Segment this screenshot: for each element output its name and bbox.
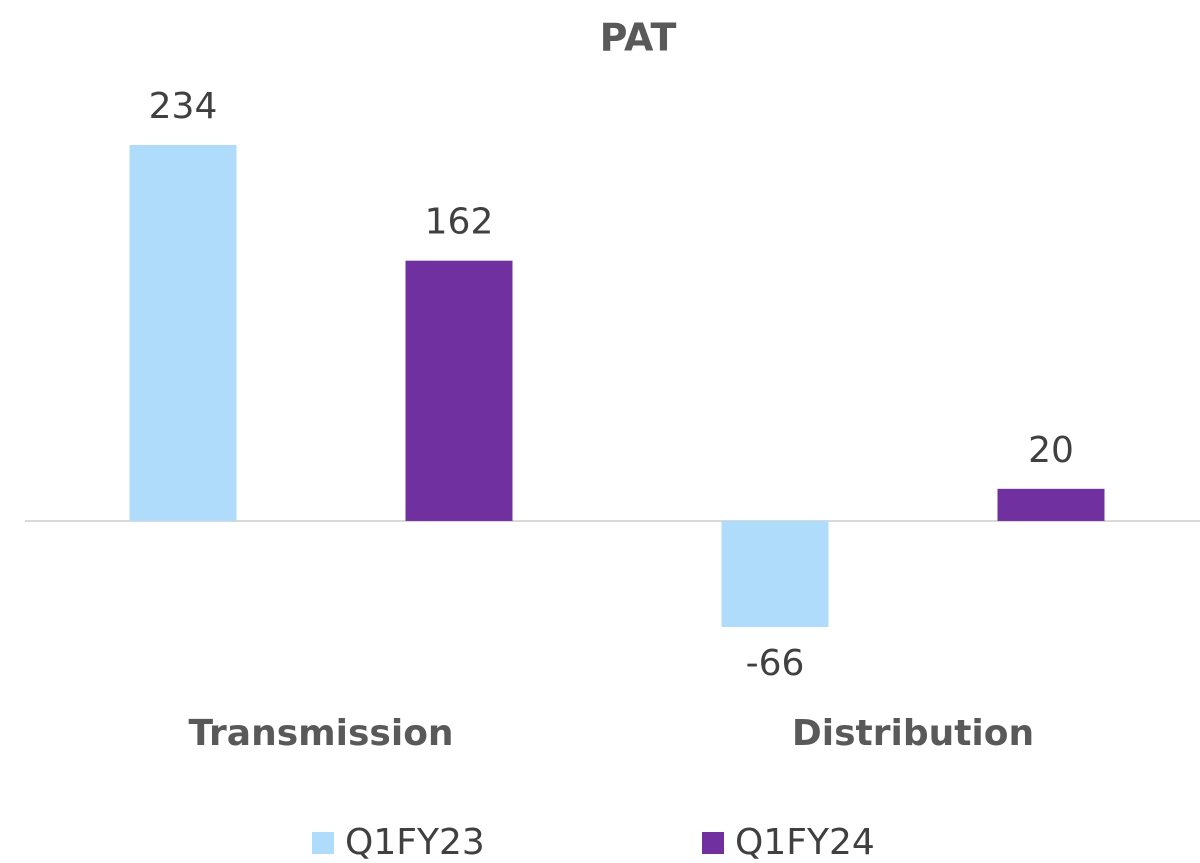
x-tick-label: Transmission: [188, 713, 453, 754]
bar: [129, 145, 237, 521]
legend-swatch: [702, 832, 724, 854]
data-label: 234: [149, 86, 218, 127]
chart-title: PAT: [600, 16, 677, 60]
bar: [721, 520, 829, 627]
data-label: -66: [746, 643, 805, 684]
data-label: 162: [425, 202, 494, 243]
legend-label: Q1FY24: [735, 822, 875, 863]
bar: [997, 488, 1105, 521]
bar: [405, 260, 513, 521]
legend-label: Q1FY23: [345, 822, 485, 863]
legend-swatch: [312, 832, 334, 854]
data-label: 20: [1028, 430, 1074, 471]
x-tick-label: Distribution: [792, 713, 1034, 754]
